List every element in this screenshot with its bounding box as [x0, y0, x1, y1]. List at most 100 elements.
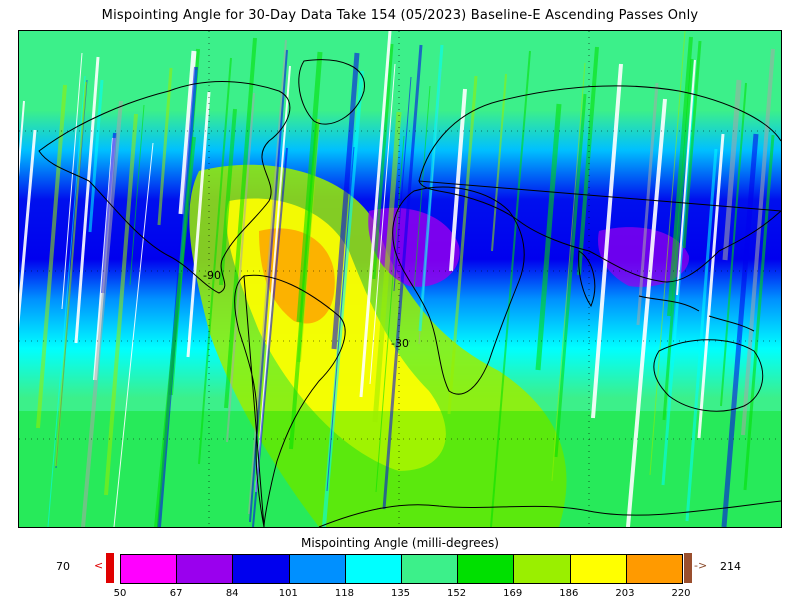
- colorbar-tick-6: 152: [447, 588, 467, 599]
- grid-label-lat-south: -30: [391, 337, 409, 350]
- coast-india: [578, 250, 596, 308]
- orbit-streak: [667, 36, 693, 317]
- map-panel: -90 -30: [18, 30, 782, 528]
- coast-indonesia: [638, 295, 755, 332]
- orbit-streak: [447, 75, 478, 415]
- orbit-streak: [382, 44, 423, 510]
- orbit-streak: [490, 50, 531, 527]
- orbit-streak: [577, 46, 599, 276]
- orbit-streak: [81, 100, 123, 527]
- coast-south-america: [234, 274, 346, 527]
- orbit-streak: [55, 81, 87, 467]
- over-range-swatch: [684, 553, 692, 583]
- orbit-streak: [224, 37, 257, 409]
- orbit-streak: [47, 75, 86, 527]
- orbit-streak: [626, 98, 667, 527]
- orbit-streak: [682, 40, 702, 249]
- colorbar-bin-3: [289, 555, 346, 583]
- under-range-swatch: [106, 553, 114, 583]
- colorbar-tick-labels: 50 67 84 101 118 135 152 169 186 203 220: [114, 588, 691, 600]
- orbit-streak: [720, 82, 747, 407]
- orbit-streak: [741, 48, 775, 436]
- coast-greenland: [298, 59, 365, 125]
- orbit-streak: [359, 31, 392, 398]
- colorbar-bin-4: [345, 555, 403, 583]
- legend-title: Mispointing Angle (milli-degrees): [301, 536, 499, 550]
- orbit-streak: [554, 93, 587, 458]
- orbit-streak: [372, 43, 394, 280]
- colorbar-tick-4: 118: [334, 588, 354, 599]
- colorbar-bin-1: [177, 555, 234, 583]
- orbit-streak: [697, 133, 725, 439]
- orbit-streaks: [19, 31, 775, 527]
- orbit-streak: [36, 84, 67, 429]
- legend-min-value: 70: [56, 560, 70, 573]
- colorbar: [120, 554, 683, 584]
- coastlines: [38, 59, 781, 527]
- colorbar-tick-7: 169: [503, 588, 523, 599]
- coast-north-america: [38, 81, 291, 294]
- orbit-streak: [113, 142, 154, 527]
- colorbar-bin-5: [402, 555, 459, 583]
- colorbar-bin-8: [570, 555, 627, 583]
- orbit-streak: [649, 31, 686, 476]
- grid-label-lon: -90: [203, 269, 221, 282]
- orbit-streak: [662, 58, 694, 421]
- coast-australia: [653, 339, 764, 412]
- mispointing-map: -90 -30: [19, 31, 781, 527]
- colorbar-tick-8: 186: [559, 588, 579, 599]
- colorbar-tick-1: 67: [169, 588, 183, 599]
- orbit-streak: [154, 136, 196, 527]
- orbit-streak: [74, 56, 100, 344]
- orbit-streak: [219, 108, 237, 286]
- orbit-streak: [491, 73, 507, 252]
- coast-eurasia: [418, 85, 781, 283]
- orbit-streak: [636, 82, 659, 326]
- orbit-streak: [331, 52, 360, 350]
- colorbar-bin-6: [458, 555, 515, 583]
- orbit-streak: [104, 113, 138, 496]
- orbit-streak: [296, 51, 323, 323]
- orbit-streak: [375, 135, 405, 493]
- orbit-streak: [535, 103, 562, 371]
- graticule: [19, 31, 781, 527]
- over-range-arrow: ->: [694, 559, 708, 572]
- orbit-streak: [591, 63, 623, 419]
- orbit-streak: [186, 91, 211, 358]
- orbit-streak: [178, 50, 197, 215]
- colorbar-bin-0: [121, 555, 178, 583]
- orbit-streak: [372, 111, 402, 423]
- orbit-streak: [198, 57, 232, 465]
- coast-antarctica: [318, 500, 781, 527]
- colorbar-bin-7: [514, 555, 571, 583]
- colorbar-tick-10: 220: [671, 588, 691, 599]
- colorbar-tick-5: 135: [390, 588, 411, 599]
- coast-africa: [392, 186, 525, 395]
- orbit-streak: [129, 104, 145, 286]
- legend-max-value: 214: [720, 560, 741, 573]
- orbit-streak: [157, 67, 173, 226]
- colorbar-tick-9: 203: [615, 588, 635, 599]
- orbit-streak: [449, 88, 467, 272]
- colorbar-tick-0: 50: [113, 588, 127, 599]
- orbit-streak: [61, 52, 83, 310]
- orbit-streak: [743, 134, 775, 491]
- chart-title: Mispointing Angle for 30-Day Data Take 1…: [101, 8, 699, 23]
- colorbar-tick-2: 84: [225, 588, 239, 599]
- orbit-streak: [721, 133, 759, 527]
- under-range-arrow: <: [94, 559, 104, 572]
- orbit-streak: [19, 129, 37, 329]
- orbit-streak: [88, 79, 104, 233]
- southern-green-band: [19, 411, 781, 527]
- colorbar-bin-2: [233, 555, 290, 583]
- orbit-streak: [676, 59, 696, 296]
- colorbar-bin-9: [626, 555, 683, 583]
- orbit-streak: [722, 79, 742, 261]
- orbit-streak: [326, 146, 355, 492]
- orbit-streak: [685, 148, 718, 522]
- orbit-streak: [226, 92, 255, 443]
- colorbar-tick-3: 101: [278, 588, 298, 599]
- orbit-streak: [369, 63, 396, 385]
- orbit-streak: [19, 100, 25, 178]
- orbit-streak: [551, 62, 586, 482]
